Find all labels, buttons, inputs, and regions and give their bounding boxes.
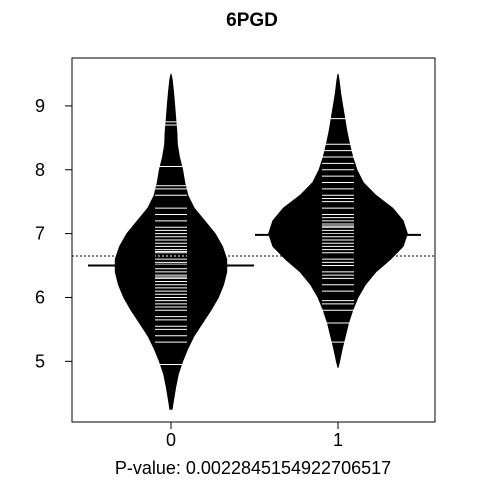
beans-layer xyxy=(88,73,421,410)
x-tick-label: 0 xyxy=(166,430,176,450)
y-tick-label: 7 xyxy=(35,224,45,244)
y-tick-label: 9 xyxy=(35,96,45,116)
bean-density-0 xyxy=(114,73,228,410)
y-tick-label: 6 xyxy=(35,287,45,307)
x-axis-label: P-value: 0.00228451549227065​17 xyxy=(115,458,391,478)
x-tick-label: 1 xyxy=(333,430,343,450)
plot-frame xyxy=(71,57,436,423)
y-tick-label: 8 xyxy=(35,160,45,180)
y-tick-label: 5 xyxy=(35,351,45,371)
chart-title: 6PGD xyxy=(226,10,278,31)
y-axis: 5 6 7 8 9 xyxy=(35,96,72,371)
bean-group-1 xyxy=(255,73,421,368)
bean-group-0 xyxy=(88,73,254,410)
